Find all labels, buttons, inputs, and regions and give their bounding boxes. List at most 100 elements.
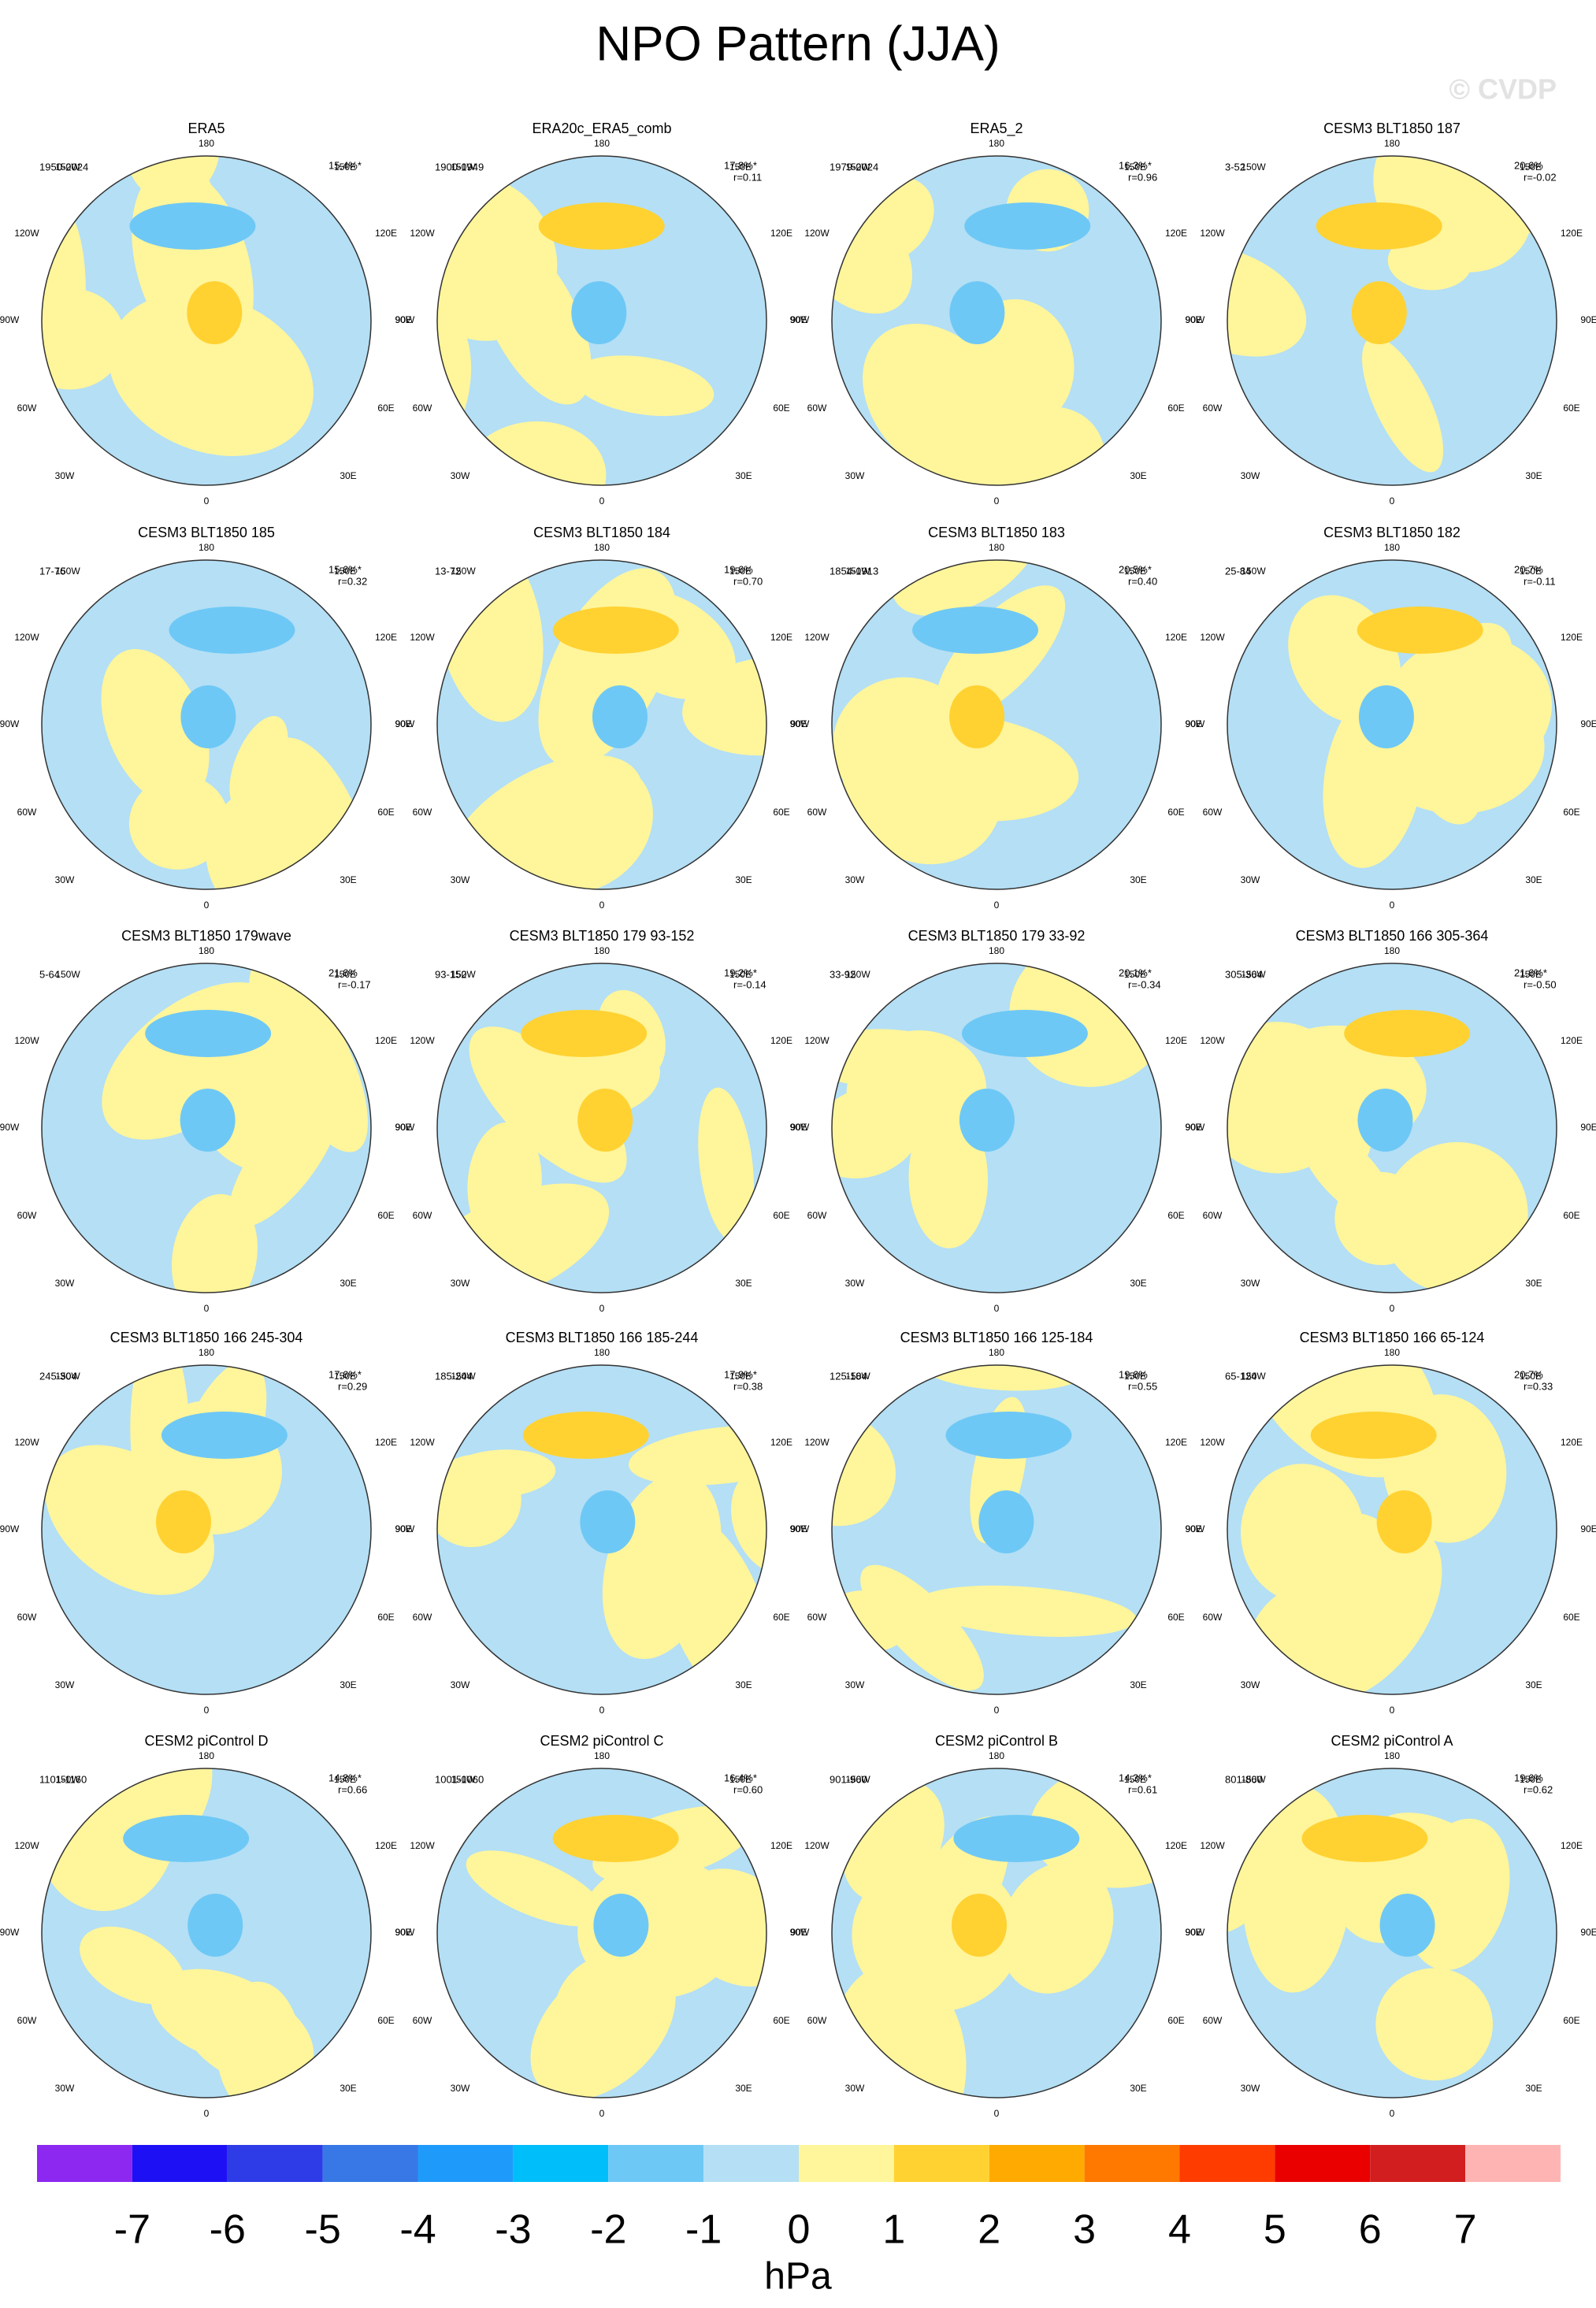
- longitude-label: 30E: [340, 2083, 356, 2094]
- pacific-anomaly: [945, 1412, 1072, 1459]
- center-anomaly: [592, 685, 648, 748]
- colorbar-box: [1179, 2145, 1275, 2182]
- longitude-label: 90E: [1185, 314, 1201, 325]
- center-anomaly: [577, 1089, 633, 1152]
- colorbar-box: [989, 2145, 1085, 2182]
- longitude-label: 150E: [729, 161, 752, 173]
- longitude-label: 60W: [413, 1210, 432, 1221]
- map-panel: CESM3 BLT1850 166 305-364 305-364 21.6%*r=…: [1186, 928, 1596, 1314]
- positive-region: [832, 1963, 967, 2098]
- positive-region: [467, 1122, 542, 1245]
- longitude-label: 0: [599, 495, 605, 506]
- map-border: [41, 1768, 372, 2098]
- longitude-label: 120W: [410, 1437, 435, 1448]
- longitude-label: 90W: [0, 1927, 20, 1938]
- panel-variance: 16.4%*: [724, 1772, 757, 1783]
- longitude-label: 30W: [1241, 2083, 1260, 2094]
- panel-title: CESM3 BLT1850 179 33-92: [908, 928, 1086, 944]
- panel-title: ERA5_2: [970, 121, 1023, 137]
- longitude-label: 150W: [451, 566, 476, 577]
- longitude-label: 30E: [1525, 874, 1542, 885]
- longitude-label: 30E: [1525, 1679, 1542, 1690]
- panel-correlation: r=0.11: [733, 171, 762, 183]
- longitude-label: 150E: [1124, 566, 1146, 577]
- panel-correlation: r=0.66: [338, 1783, 367, 1795]
- longitude-label: 150W: [451, 1774, 476, 1785]
- longitude-label: 60E: [1167, 2015, 1184, 2026]
- colorbar-tick-label: -4: [399, 2207, 436, 2253]
- pacific-anomaly: [521, 1010, 648, 1057]
- map-panel: CESM3 BLT1850 187 3-52 20.6%r=-0.02 180 0 150…: [1186, 121, 1596, 506]
- longitude-label: 0: [599, 1303, 605, 1314]
- longitude-label: 150E: [334, 969, 356, 980]
- longitude-label: 30W: [451, 2083, 470, 2094]
- colorbar-tick-label: 4: [1168, 2207, 1191, 2253]
- positive-region: [860, 1564, 984, 1691]
- longitude-label: 150E: [1124, 1774, 1146, 1785]
- pacific-anomaly: [961, 1010, 1088, 1057]
- map-field: [437, 1365, 766, 1694]
- map-panel: ERA5_2 1979-2024 16.3%*r=0.96 180 0 150W 150E 1…: [790, 121, 1202, 506]
- longitude-label: 120E: [770, 1840, 792, 1851]
- longitude-label: 30E: [340, 874, 356, 885]
- panel-variance: 20.7%: [1514, 1368, 1543, 1380]
- longitude-label: 60E: [377, 1612, 394, 1623]
- panel-years: 901-960: [830, 1773, 867, 1785]
- colorbar-unit: hPa: [764, 2256, 832, 2298]
- longitude-label: 120W: [410, 1035, 435, 1046]
- panel-title: CESM3 BLT1850 187: [1323, 121, 1461, 136]
- pacific-anomaly: [552, 607, 679, 654]
- map-border: [41, 1364, 372, 1695]
- longitude-label: 90W: [790, 1523, 810, 1534]
- longitude-label: 0: [994, 1303, 1000, 1314]
- longitude-label: 60E: [773, 403, 789, 414]
- map-field: [437, 1768, 766, 2098]
- longitude-label: 0: [1390, 2108, 1395, 2119]
- pacific-anomaly: [1357, 607, 1483, 654]
- longitude-label: 120W: [410, 632, 435, 643]
- longitude-label: 120E: [1165, 1437, 1187, 1448]
- panel-variance: 14.8%*: [328, 1772, 362, 1783]
- longitude-label: 150W: [1241, 1371, 1266, 1382]
- longitude-label: 180: [1384, 945, 1400, 956]
- map-panel: ERA20c_ERA5_comb 1900-1949 17.8%*r=0.11 180…: [395, 121, 807, 506]
- map-panel: CESM3 BLT1850 179 93-152 93-152 19.2%*r=-0…: [395, 928, 807, 1314]
- longitude-label: 30E: [340, 470, 356, 481]
- colorbar-box: [1084, 2145, 1180, 2182]
- longitude-label: 120W: [14, 228, 39, 239]
- longitude-label: 90W: [0, 314, 20, 325]
- panel-variance: 17.8%*: [724, 159, 757, 171]
- longitude-label: 150E: [1124, 969, 1146, 980]
- center-anomaly: [571, 281, 627, 344]
- positive-region: [629, 1425, 766, 1486]
- longitude-label: 120E: [1561, 1035, 1583, 1046]
- panel-correlation: r=0.40: [1128, 575, 1157, 587]
- longitude-label: 90W: [0, 1122, 20, 1133]
- panel-correlation: r=0.55: [1128, 1380, 1157, 1392]
- longitude-label: 120E: [1165, 632, 1187, 643]
- colorbar-tick-label: -3: [495, 2207, 531, 2253]
- panel-years: 125-184: [830, 1370, 867, 1382]
- panel-correlation: r=0.70: [733, 575, 763, 587]
- pacific-anomaly: [1316, 202, 1442, 250]
- panel-title: ERA20c_ERA5_comb: [532, 121, 671, 137]
- longitude-label: 30W: [1241, 874, 1260, 885]
- map-panel: CESM2 piControl A 801-860 19.6%r=0.62 180 0 1…: [1186, 1733, 1596, 2119]
- colorbar-box: [322, 2145, 418, 2182]
- panel-years: 65-124: [1225, 1370, 1256, 1382]
- center-anomaly: [949, 281, 1005, 344]
- colorbar-tick-label: 5: [1264, 2207, 1286, 2253]
- longitude-label: 0: [1390, 1705, 1395, 1716]
- longitude-label: 90W: [1186, 1122, 1205, 1133]
- map-border: [831, 963, 1162, 1293]
- pacific-anomaly: [964, 202, 1091, 250]
- positive-region: [698, 1087, 755, 1242]
- colorbar-tick-label: 1: [882, 2207, 905, 2253]
- panel-title: CESM2 piControl D: [144, 1733, 268, 1749]
- longitude-label: 30W: [451, 470, 470, 481]
- pacific-anomaly: [953, 1815, 1080, 1862]
- panel-title: CESM3 BLT1850 166 185-244: [506, 1330, 699, 1345]
- positive-region: [108, 292, 314, 456]
- longitude-label: 30E: [735, 2083, 752, 2094]
- map-panel: CESM3 BLT1850 184 13-72 19.6%r=0.70 180 0 150…: [395, 525, 807, 911]
